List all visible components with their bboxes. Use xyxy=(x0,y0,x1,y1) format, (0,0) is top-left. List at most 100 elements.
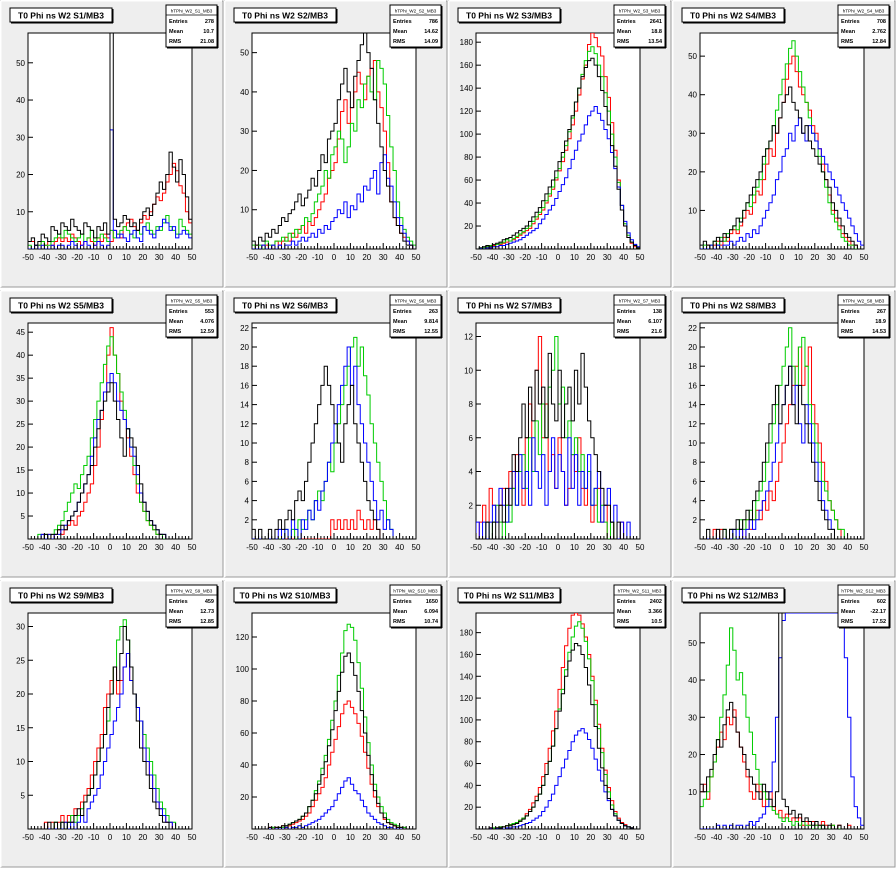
x-tick-label: 10 xyxy=(570,543,579,552)
y-tick-label: 20 xyxy=(240,166,249,175)
stats-label: Mean xyxy=(841,29,856,35)
x-tick-label: -20 xyxy=(519,833,531,842)
y-tick-label: 140 xyxy=(460,672,474,681)
y-tick-label: 60 xyxy=(240,729,249,738)
x-tick-label: -10 xyxy=(312,253,324,262)
stats-box xyxy=(165,584,218,628)
histogram-series-4 xyxy=(700,613,864,829)
y-tick-label: 22 xyxy=(688,324,697,333)
y-tick-label: 4 xyxy=(245,497,250,506)
x-tick-label: 0 xyxy=(780,833,785,842)
x-tick-label: 30 xyxy=(603,833,612,842)
y-tick-label: 18 xyxy=(688,362,697,371)
x-tick-label: 30 xyxy=(155,543,164,552)
chart-title: T0 Phi ns W2 S1/MB3 xyxy=(18,11,104,21)
y-tick-label: 10 xyxy=(688,788,697,797)
histogram-series-1 xyxy=(252,509,416,539)
y-tick-label: 30 xyxy=(16,397,25,406)
histogram-series-4 xyxy=(28,33,192,249)
y-tick-label: 20 xyxy=(16,690,25,699)
y-tick-label: 80 xyxy=(464,153,473,162)
x-tick-label: 0 xyxy=(556,543,561,552)
stats-value: 12.85 xyxy=(200,619,214,625)
chart-title: T0 Phi ns W2 S6/MB3 xyxy=(242,301,328,311)
stats-value: 459 xyxy=(205,599,214,605)
x-tick-label: -40 xyxy=(487,543,499,552)
y-tick-label: 6 xyxy=(245,477,250,486)
y-tick-label: 16 xyxy=(688,381,697,390)
stats-label: Mean xyxy=(841,609,856,615)
x-tick-label: 40 xyxy=(395,543,404,552)
y-tick-label: 25 xyxy=(16,420,25,429)
histogram-pad-5: -50 -40 -30 -20 -10 0 10 20 30 40 50 5 10 15 20 25 30 35 4… xyxy=(0,290,224,578)
x-tick-label: 20 xyxy=(362,253,371,262)
stats-value: 6.094 xyxy=(424,609,439,615)
y-tick-label: 100 xyxy=(236,665,250,674)
stats-value: 708 xyxy=(877,19,886,25)
stats-label: RMS xyxy=(169,39,182,45)
stats-box xyxy=(389,584,442,628)
stats-label: Mean xyxy=(393,29,408,35)
stats-value: 1650 xyxy=(426,599,438,605)
x-tick-label: 0 xyxy=(108,833,113,842)
x-tick-label: 50 xyxy=(188,543,197,552)
histogram-pad-8: -50 -40 -30 -20 -10 0 10 20 30 40 50 2 4 6 8 10 12 14 16 18… xyxy=(672,290,896,578)
y-tick-label: 4 xyxy=(693,497,698,506)
stats-value: 267 xyxy=(877,309,886,315)
y-tick-label: 10 xyxy=(16,208,25,217)
title-box xyxy=(457,297,561,313)
x-tick-label: -50 xyxy=(694,833,706,842)
x-tick-label: 10 xyxy=(346,253,355,262)
histogram-pad-9: -50 -40 -30 -20 -10 0 10 20 30 40 50 5 10 15 20 25 30 T0 … xyxy=(0,580,224,868)
histogram-series-3 xyxy=(252,777,416,829)
x-tick-label: 20 xyxy=(138,253,147,262)
stats-box xyxy=(613,584,666,628)
y-tick-label: 30 xyxy=(688,129,697,138)
y-tick-label: 120 xyxy=(236,633,250,642)
stats-box xyxy=(613,4,666,48)
x-tick-label: 20 xyxy=(810,833,819,842)
chart-title: T0 Phi ns W2 S3/MB3 xyxy=(466,11,552,21)
stats-label: RMS xyxy=(393,39,406,45)
x-tick-label: 30 xyxy=(155,833,164,842)
y-tick-label: 8 xyxy=(469,400,474,409)
stats-value: 14.53 xyxy=(872,329,886,335)
x-tick-label: -30 xyxy=(727,253,739,262)
x-tick-label: -40 xyxy=(39,543,51,552)
x-tick-label: 40 xyxy=(843,253,852,262)
title-box xyxy=(233,7,337,23)
x-tick-label: -50 xyxy=(22,543,34,552)
stats-label: Mean xyxy=(617,609,632,615)
x-tick-label: 20 xyxy=(138,833,147,842)
x-tick-label: 0 xyxy=(780,253,785,262)
x-tick-label: 50 xyxy=(412,833,421,842)
stats-label: RMS xyxy=(393,619,406,625)
histogram-pad-10: -50 -40 -30 -20 -10 0 10 20 30 40 50 20 40 60 80 100 120… xyxy=(224,580,448,868)
x-tick-label: 50 xyxy=(860,253,869,262)
stats-value: 14.09 xyxy=(424,39,438,45)
x-tick-label: -10 xyxy=(536,543,548,552)
stats-label: Mean xyxy=(393,319,408,325)
x-tick-label: 50 xyxy=(636,253,645,262)
histogram-pad-12: -50 -40 -30 -20 -10 0 10 20 30 40 50 10 20 30 40 50 T0 P… xyxy=(672,580,896,868)
stats-label: RMS xyxy=(841,619,854,625)
x-tick-label: -30 xyxy=(727,543,739,552)
stats-value: 10.5 xyxy=(651,619,662,625)
stats-name: hTPhi_W2_S9_MB3 xyxy=(171,589,213,594)
histogram-series-3 xyxy=(700,613,864,829)
histogram-pad-3: -50 -40 -30 -20 -10 0 10 20 30 40 50 20 40 60 80 100 120… xyxy=(448,0,672,288)
y-tick-label: 30 xyxy=(16,133,25,142)
stats-box xyxy=(389,294,442,338)
x-tick-label: -50 xyxy=(22,253,34,262)
y-tick-label: 5 xyxy=(21,512,26,521)
stats-box xyxy=(837,294,890,338)
x-tick-label: 10 xyxy=(794,253,803,262)
x-tick-label: 30 xyxy=(379,833,388,842)
y-tick-label: 15 xyxy=(16,724,25,733)
stats-value: 10.74 xyxy=(424,619,439,625)
histogram-series-4 xyxy=(700,86,864,249)
x-tick-label: -30 xyxy=(55,253,67,262)
x-tick-label: -30 xyxy=(503,253,515,262)
x-tick-label: 30 xyxy=(379,543,388,552)
x-tick-label: -50 xyxy=(246,253,258,262)
